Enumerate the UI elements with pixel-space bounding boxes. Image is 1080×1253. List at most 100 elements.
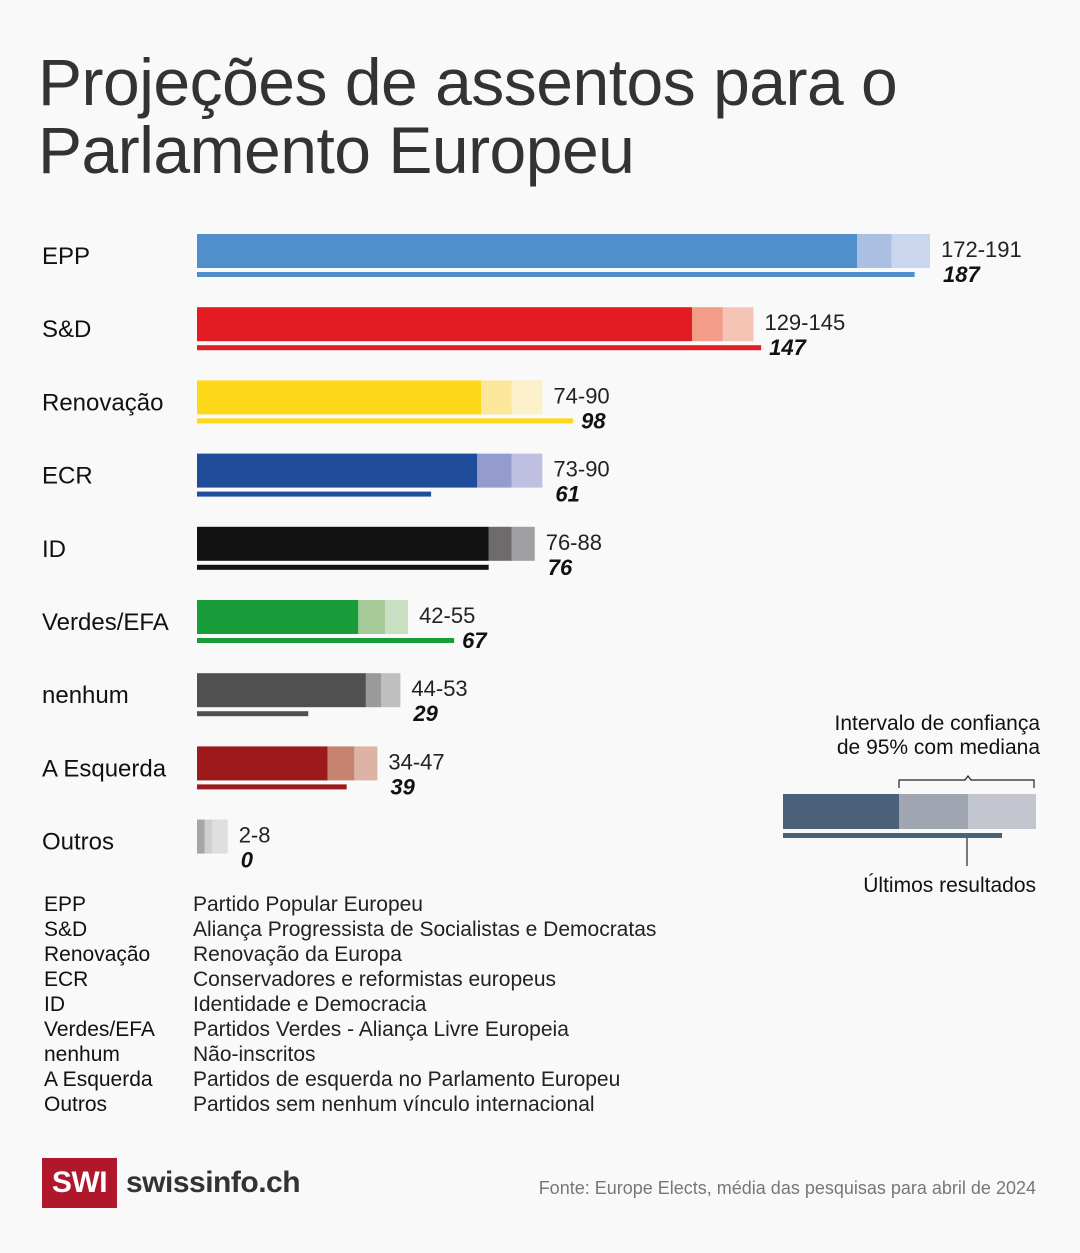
glossary-row: Renovação Renovação da Europa [44, 942, 656, 967]
last-result-bar [197, 638, 455, 643]
ci-lower-bar [197, 819, 205, 854]
legend-title-line2: de 95% com mediana [836, 736, 1040, 759]
party-label: S&D [42, 316, 91, 343]
ci-upper-bar [891, 234, 930, 268]
last-result-label: 61 [555, 482, 579, 507]
glossary-full: Aliança Progressista de Socialistas e De… [193, 918, 657, 941]
glossary-abbr: EPP [44, 893, 87, 916]
ci-lower-bar [197, 234, 858, 268]
ci-upper-bar [385, 600, 409, 634]
party-label: Outros [42, 829, 114, 856]
legend-title-line1: Intervalo de confiança [834, 712, 1040, 735]
glossary-abbr: S&D [44, 918, 88, 941]
glossary-abbr: ECR [44, 968, 89, 991]
last-result-label: 98 [581, 408, 606, 433]
last-result-label: 187 [943, 262, 981, 287]
ci-lower-bar [197, 746, 328, 781]
glossary-row: S&D Aliança Progressista de Socialistas e… [44, 917, 656, 942]
legend-ci-upper [968, 794, 1036, 829]
ci-median-bar [327, 746, 355, 781]
ci-lower-bar [197, 307, 693, 342]
range-label: 2-8 [239, 823, 271, 848]
glossary: EPP Partido Popular Europeu S&D Aliança Pr… [44, 892, 656, 1117]
legend-bracket [898, 775, 1035, 788]
party-label: nenhum [42, 682, 129, 709]
logo-wordmark: swissinfo.ch [126, 1166, 301, 1199]
last-result-label: 29 [412, 701, 438, 726]
last-result-bar [197, 272, 915, 277]
glossary-row: Verdes/EFA Partidos Verdes - Aliança Livr… [44, 1017, 656, 1042]
last-result-label: 147 [769, 335, 807, 360]
glossary-full: Renovação da Europa [193, 943, 402, 966]
glossary-full: Partidos Verdes - Aliança Livre Europeia [193, 1018, 569, 1041]
glossary-full: Partidos de esquerda no Parlamento Europ… [193, 1068, 621, 1091]
range-label: 44-53 [411, 676, 467, 701]
ci-upper-bar [511, 453, 543, 488]
legend-ci-lower [783, 794, 899, 829]
ci-lower-bar [197, 526, 489, 561]
ci-median-bar [857, 234, 892, 268]
range-label: 34-47 [388, 749, 444, 774]
range-label: 129-145 [764, 310, 845, 335]
swissinfo-logo[interactable]: SWI swissinfo.ch [42, 1158, 301, 1208]
glossary-full: Identidade e Democracia [193, 993, 427, 1016]
ci-upper-bar [354, 746, 378, 781]
last-result-bar [197, 784, 347, 790]
ci-lower-bar [197, 380, 481, 415]
ci-median-bar [365, 673, 382, 708]
glossary-full: Conservadores e reformistas europeus [193, 968, 557, 991]
party-label: A Esquerda [42, 755, 167, 782]
last-result-label: 67 [462, 628, 488, 653]
party-label: ID [42, 536, 66, 563]
glossary-abbr: Verdes/EFA [44, 1018, 155, 1041]
glossary-row: A Esquerda Partidos de esquerda no Parlam… [44, 1067, 656, 1092]
ci-upper-bar [511, 526, 535, 561]
party-label: EPP [42, 243, 90, 270]
glossary-row: ID Identidade e Democracia [44, 992, 656, 1017]
last-result-label: 39 [390, 774, 415, 799]
last-result-bar [197, 491, 432, 497]
party-label: Renovação [42, 389, 163, 416]
glossary-row: Outros Partidos sem nenhum vínculo intern… [44, 1092, 656, 1117]
legend-last-results-label: Últimos resultados [863, 874, 1036, 897]
ci-lower-bar [197, 453, 478, 488]
ci-lower-bar [197, 600, 359, 634]
party-label: ECR [42, 463, 93, 490]
range-label: 76-88 [546, 530, 602, 555]
ci-upper-bar [722, 307, 754, 342]
ci-median-bar [692, 307, 723, 342]
ci-upper-bar [381, 673, 401, 708]
ci-median-bar [358, 600, 386, 634]
swi-logo-box: SWI [42, 1158, 117, 1208]
last-result-bar [197, 418, 574, 424]
range-label: 74-90 [553, 383, 609, 408]
last-result-bar [197, 564, 489, 570]
range-label: 73-90 [553, 457, 609, 482]
glossary-full: Partido Popular Europeu [193, 893, 423, 916]
glossary-full: Não-inscritos [193, 1043, 316, 1066]
glossary-abbr: ID [44, 993, 65, 1016]
glossary-row: nenhum Não-inscritos [44, 1042, 656, 1067]
legend-ci-median [899, 794, 968, 829]
glossary-abbr: Outros [44, 1093, 108, 1116]
legend-title: Intervalo de confiança de 95% com median… [808, 712, 1040, 760]
ci-median-bar [488, 526, 512, 561]
last-result-label: 76 [548, 555, 573, 580]
glossary-row: ECR Conservadores e reformistas europeus [44, 967, 656, 992]
ci-median-bar [204, 819, 213, 854]
range-label: 42-55 [419, 603, 475, 628]
ci-upper-bar [511, 380, 543, 415]
chart-title: Projeções de assentos para o Parlamento … [38, 45, 898, 187]
ci-median-bar [480, 380, 512, 415]
glossary-abbr: A Esquerda [44, 1068, 153, 1091]
source-note: Fonte: Europe Elects, média das pesquisa… [538, 1178, 1036, 1198]
ci-lower-bar [197, 673, 366, 708]
ci-median-bar [477, 453, 512, 488]
range-label: 172-191 [941, 237, 1022, 262]
legend-last-bar [783, 833, 1002, 838]
glossary-abbr: Renovação [44, 943, 151, 966]
last-result-bar [197, 345, 762, 351]
ci-upper-bar [212, 819, 228, 854]
glossary-abbr: nenhum [44, 1043, 120, 1066]
